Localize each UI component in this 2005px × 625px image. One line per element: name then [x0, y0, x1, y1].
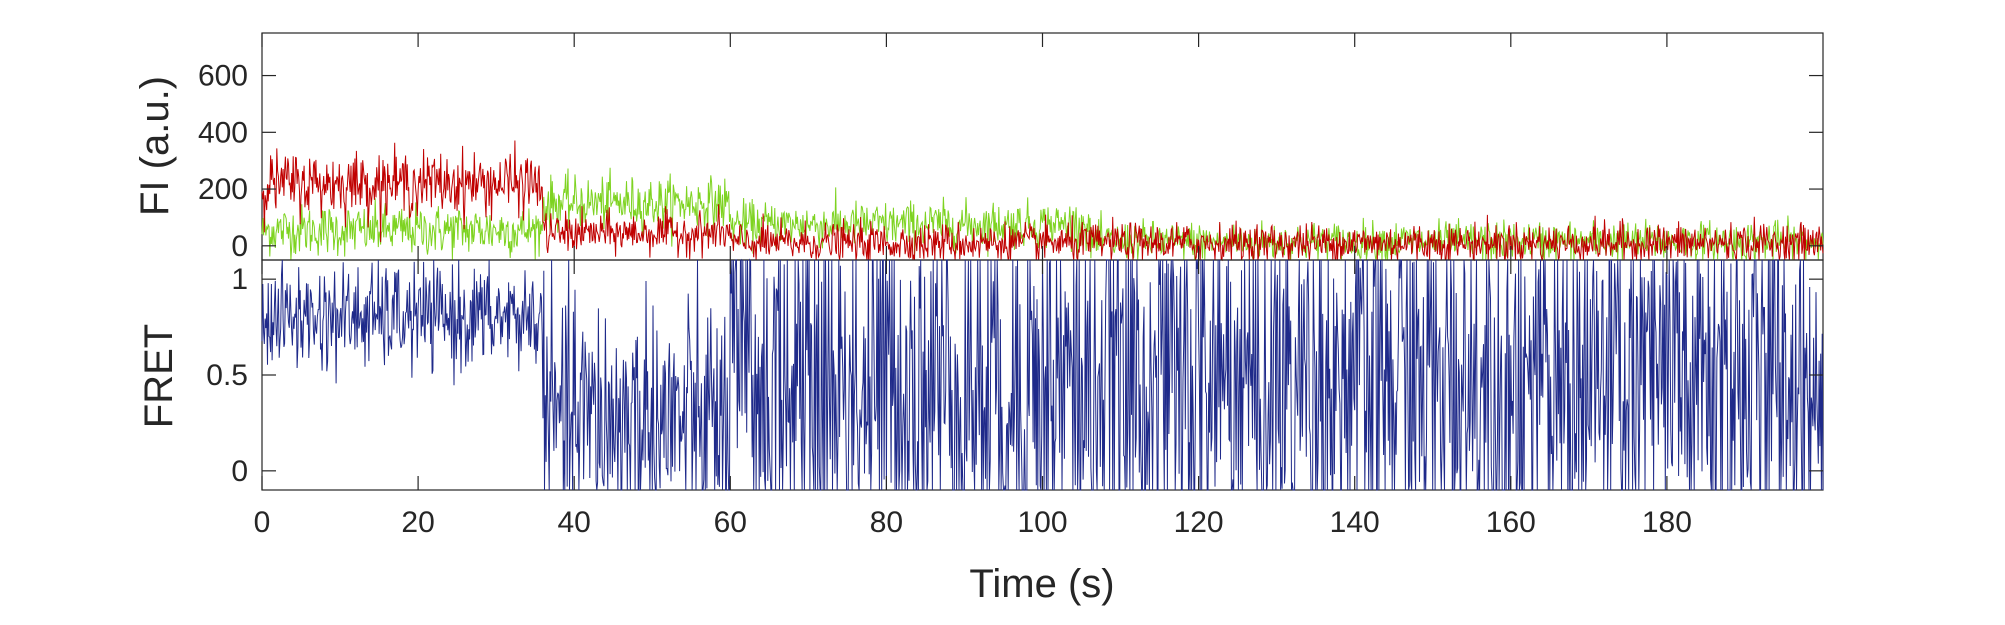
- y-tick-label-0-0: 0: [231, 230, 248, 263]
- y-tick-label-0-2: 400: [198, 116, 248, 149]
- x-tick-label-8: 160: [1486, 506, 1536, 539]
- x-tick-label-5: 100: [1017, 506, 1067, 539]
- y-tick-label-0-1: 200: [198, 173, 248, 206]
- top-ticks-layer: 0 200 400 600: [198, 33, 1823, 263]
- top-panel: 0 200 400 600 FI (a.u.): [133, 32, 1824, 263]
- top-series-layer: [261, 140, 1824, 262]
- series-line-0-1: [261, 140, 1824, 262]
- x-tick-label-0: 0: [254, 506, 271, 539]
- x-tick-label-2: 40: [558, 506, 591, 539]
- bottom-series-layer: [261, 258, 1824, 491]
- series-line-1-0: [261, 258, 1824, 491]
- x-axis-label: Time (s): [969, 562, 1114, 606]
- bottom-ticks-layer: 0 0.5 1 0 20 40 60 80 100 120 140 160 180: [206, 260, 1823, 539]
- y-tick-label-1-1: 0.5: [206, 359, 248, 392]
- y-tick-label-1-2: 1: [231, 263, 248, 296]
- y-tick-label-0-3: 600: [198, 60, 248, 93]
- top-y-axis-label: FI (a.u.): [133, 76, 177, 216]
- top-axes-frame: [261, 32, 1824, 261]
- series-line-0-0: [261, 167, 1824, 261]
- x-tick-label-3: 60: [714, 506, 747, 539]
- bottom-y-axis-label: FRET: [137, 324, 181, 428]
- y-tick-label-1-0: 0: [231, 455, 248, 488]
- x-tick-label-9: 180: [1642, 506, 1692, 539]
- x-tick-label-7: 140: [1330, 506, 1380, 539]
- x-tick-label-4: 80: [870, 506, 903, 539]
- x-tick-label-1: 20: [401, 506, 434, 539]
- x-tick-label-6: 120: [1174, 506, 1224, 539]
- bottom-panel: 0 0.5 1 0 20 40 60 80 100 120 140 160 180 FRET Time …: [137, 258, 1824, 606]
